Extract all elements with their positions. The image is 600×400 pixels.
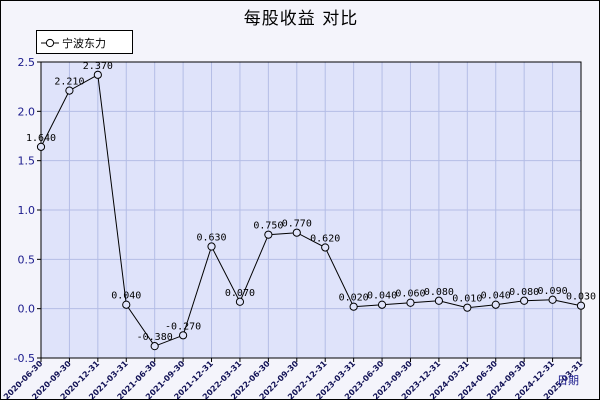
y-tick-label: 2.5 (18, 56, 36, 69)
data-label: 0.750 (253, 221, 283, 232)
data-label: 2.370 (83, 61, 113, 72)
y-tick-label: 2.0 (18, 105, 36, 118)
series-line (40, 74, 582, 347)
data-label: -0.270 (165, 321, 201, 332)
data-label: 0.040 (481, 291, 511, 302)
data-point (463, 303, 472, 312)
data-label: 0.080 (424, 287, 454, 298)
data-point (150, 342, 159, 351)
data-point (377, 300, 387, 309)
data-point (321, 243, 330, 252)
data-label: 2.210 (54, 77, 84, 88)
data-label: 0.090 (538, 286, 568, 297)
data-label: 0.010 (452, 294, 482, 305)
data-point (179, 331, 188, 340)
data-point (264, 230, 273, 239)
data-label: 0.620 (310, 233, 340, 244)
y-tick-label: 0.5 (18, 253, 36, 266)
legend-marker-icon (41, 38, 59, 48)
data-label: 0.630 (196, 233, 226, 244)
y-tick-label: -0.5 (14, 352, 35, 365)
plot-border (40, 61, 582, 359)
data-point (235, 297, 245, 306)
chart-title: 每股收益 对比 (243, 9, 359, 29)
data-point (349, 302, 358, 311)
data-label: 1.640 (26, 133, 56, 144)
data-point (292, 228, 301, 237)
data-label: 0.080 (509, 287, 539, 298)
y-tick-label: 0.0 (18, 303, 36, 316)
data-point (576, 301, 586, 310)
data-label: 0.030 (566, 292, 596, 303)
data-point (491, 300, 500, 309)
data-point (207, 242, 216, 251)
data-label: 0.060 (395, 289, 425, 300)
data-point (122, 300, 131, 309)
data-label: 0.040 (111, 291, 141, 302)
legend-label: 宁波东力 (62, 37, 106, 50)
y-tick-label: 1.0 (18, 204, 36, 217)
data-point (406, 298, 415, 307)
data-point (93, 70, 102, 79)
y-tick-label: 1.5 (18, 155, 36, 168)
data-label: -0.380 (137, 332, 173, 343)
data-label: 0.070 (225, 288, 255, 299)
data-point (548, 295, 557, 304)
data-point (434, 296, 443, 305)
data-label: 0.020 (339, 293, 369, 304)
data-label: 0.770 (282, 219, 312, 230)
data-label: 0.040 (367, 291, 397, 302)
data-point (36, 142, 46, 151)
legend: 宁波东力 (36, 30, 133, 54)
data-point (520, 296, 529, 305)
x-axis-label: 日期 (557, 374, 579, 387)
data-point (65, 86, 74, 95)
